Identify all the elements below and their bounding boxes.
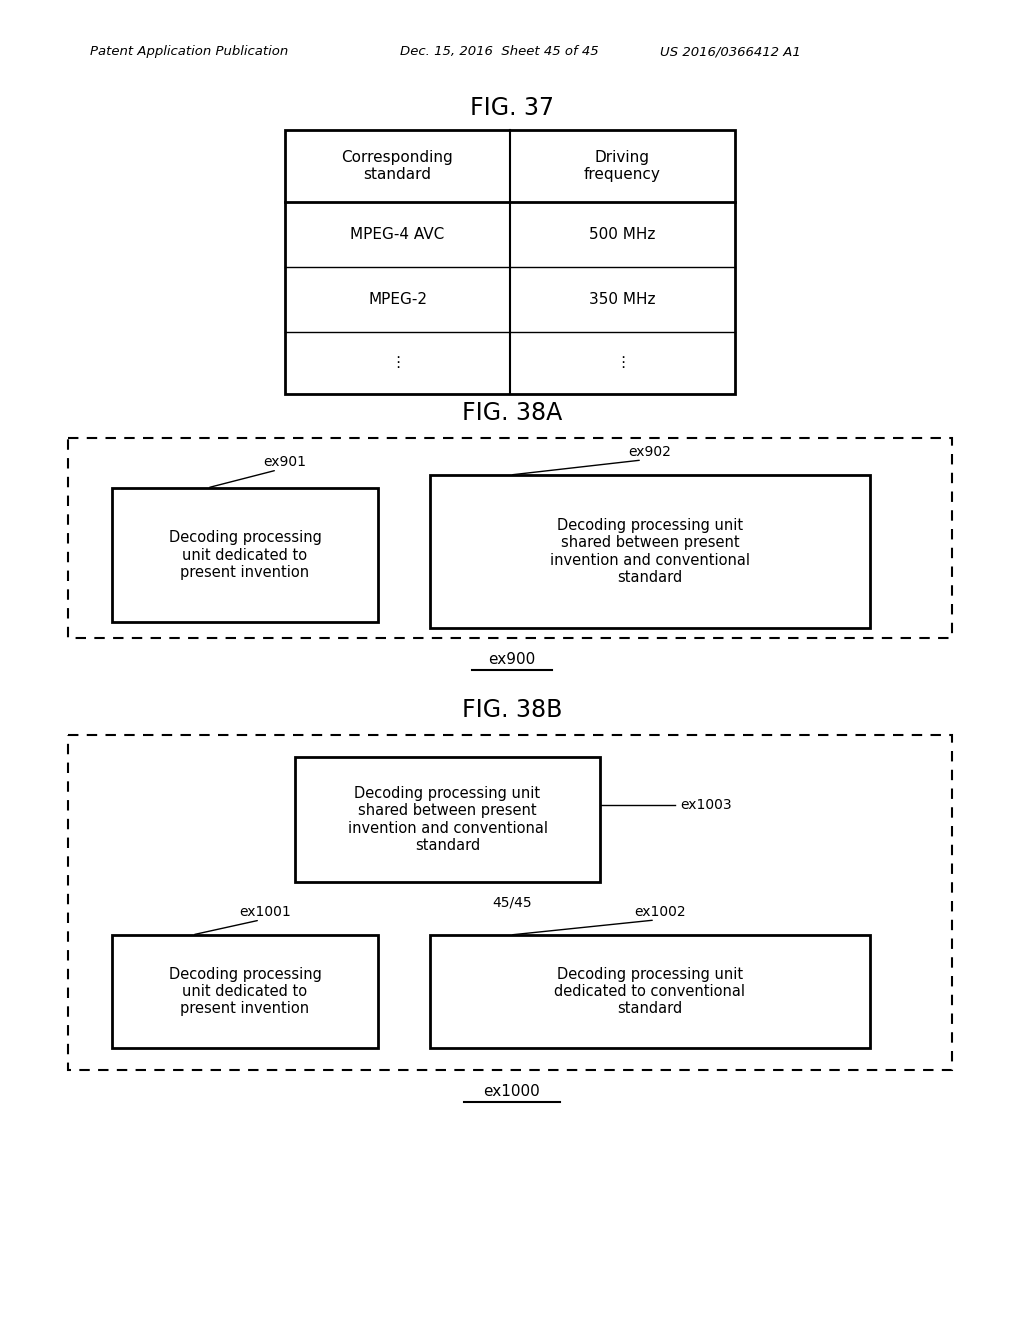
Text: ex1000: ex1000 <box>483 1085 541 1100</box>
Text: ⋮: ⋮ <box>390 355 406 371</box>
Bar <box>285 129 735 393</box>
Text: Dec. 15, 2016  Sheet 45 of 45: Dec. 15, 2016 Sheet 45 of 45 <box>400 45 599 58</box>
Bar <box>68 735 952 1071</box>
Text: 45/45: 45/45 <box>493 896 531 909</box>
Text: ex1002: ex1002 <box>634 906 686 919</box>
Text: Decoding processing
unit dedicated to
present invention: Decoding processing unit dedicated to pr… <box>169 531 322 579</box>
Text: ex1001: ex1001 <box>240 906 291 919</box>
Bar <box>430 475 870 628</box>
Text: FIG. 37: FIG. 37 <box>470 96 554 120</box>
Text: Corresponding
standard: Corresponding standard <box>342 149 454 182</box>
Text: ex900: ex900 <box>488 652 536 668</box>
Bar <box>112 935 378 1048</box>
Bar <box>112 488 378 622</box>
Text: ex1003: ex1003 <box>680 799 731 812</box>
Text: Patent Application Publication: Patent Application Publication <box>90 45 288 58</box>
Bar <box>68 438 952 638</box>
Bar <box>295 756 600 882</box>
Text: Decoding processing
unit dedicated to
present invention: Decoding processing unit dedicated to pr… <box>169 966 322 1016</box>
Text: ex902: ex902 <box>629 445 672 459</box>
Text: 350 MHz: 350 MHz <box>589 292 655 308</box>
Text: Decoding processing unit
shared between present
invention and conventional
stand: Decoding processing unit shared between … <box>550 517 750 585</box>
Text: FIG. 38A: FIG. 38A <box>462 401 562 425</box>
Text: ⋮: ⋮ <box>614 355 630 371</box>
Text: ex901: ex901 <box>263 455 306 469</box>
Text: 500 MHz: 500 MHz <box>590 227 655 242</box>
Text: US 2016/0366412 A1: US 2016/0366412 A1 <box>660 45 801 58</box>
Text: Decoding processing unit
dedicated to conventional
standard: Decoding processing unit dedicated to co… <box>555 966 745 1016</box>
Text: MPEG-2: MPEG-2 <box>368 292 427 308</box>
Text: MPEG-4 AVC: MPEG-4 AVC <box>350 227 444 242</box>
Text: Driving
frequency: Driving frequency <box>584 149 660 182</box>
Text: Decoding processing unit
shared between present
invention and conventional
stand: Decoding processing unit shared between … <box>347 785 548 853</box>
Text: FIG. 38B: FIG. 38B <box>462 698 562 722</box>
Bar <box>430 935 870 1048</box>
